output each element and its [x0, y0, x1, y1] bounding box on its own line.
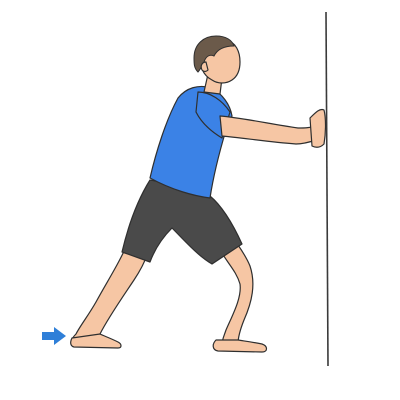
- ear: [200, 61, 209, 73]
- front-leg: [217, 241, 254, 345]
- shorts: [121, 179, 243, 265]
- front-foot: [212, 339, 268, 353]
- hand: [309, 108, 327, 148]
- back-foot: [70, 333, 122, 349]
- arm: [219, 115, 317, 145]
- arrow-right-icon: [42, 327, 66, 345]
- hair: [193, 35, 235, 73]
- wall-line-icon: [325, 11, 329, 367]
- person-stretching-icon: [70, 35, 327, 353]
